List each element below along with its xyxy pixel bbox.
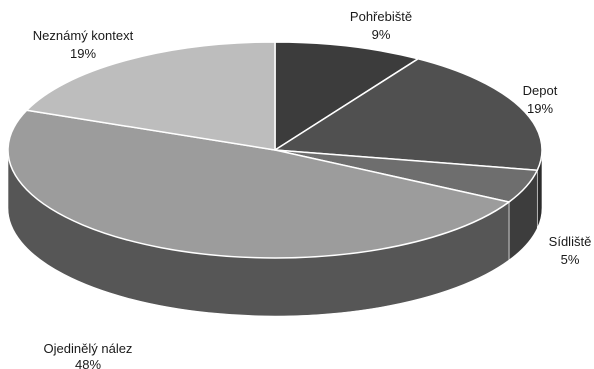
label-depot-value: 19%	[527, 101, 553, 116]
label-sidliste-name: Sídliště	[549, 234, 592, 249]
label-ojedinely-nalez-name: Ojedinělý nález	[44, 341, 133, 356]
label-depot-name: Depot	[523, 83, 558, 98]
pie-labels: Pohřebiště 9% Depot 19% Sídliště 5% Ojed…	[33, 9, 592, 369]
pie-slice-neznamy-kontext	[25, 41, 276, 151]
label-ojedinely-nalez-value: 48%	[75, 357, 101, 369]
pie-sides	[7, 149, 543, 317]
label-neznamy-kontext-name: Neznámý kontext	[33, 28, 134, 43]
label-neznamy-kontext-value: 19%	[70, 46, 96, 61]
pie-slice-depot	[272, 58, 543, 172]
label-sidliste-value: 5%	[561, 252, 580, 267]
label-pohrebiste-value: 9%	[372, 27, 391, 42]
pie-slices	[7, 41, 543, 259]
label-pohrebiste-name: Pohřebiště	[350, 9, 412, 24]
pie-slice-ojedinely-nalez	[7, 109, 511, 259]
pie-slice-pohrebiste	[274, 41, 420, 152]
